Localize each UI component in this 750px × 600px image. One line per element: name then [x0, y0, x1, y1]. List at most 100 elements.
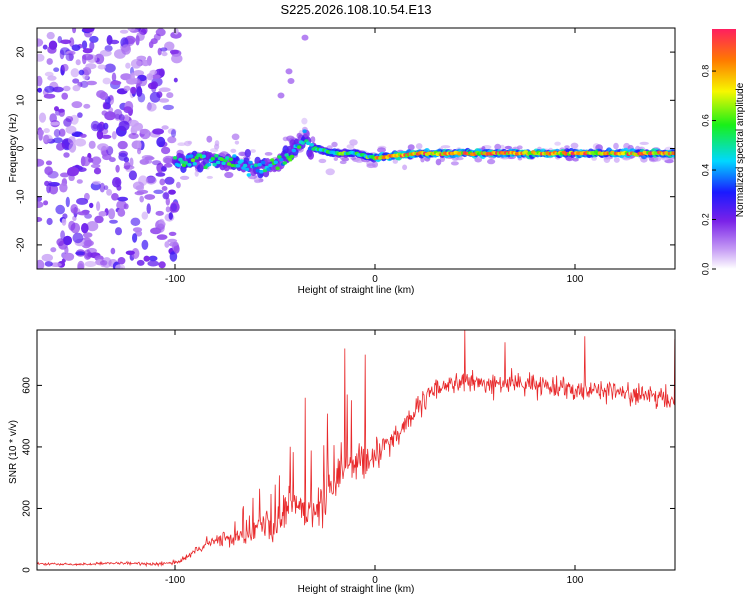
- colorbar-ticks: 0.0 0.2 0.4 0.6 0.8: [700, 65, 716, 275]
- ridge-mark: [291, 148, 296, 153]
- spectral-speckle: [86, 80, 97, 86]
- ridge-mark: [190, 158, 196, 162]
- spectral-speckle: [117, 208, 126, 217]
- spectral-speckle: [115, 227, 122, 236]
- spectral-speckle: [159, 178, 166, 186]
- spectral-speckle: [61, 63, 69, 72]
- ridge-mark: [261, 160, 266, 165]
- ridge-mark: [309, 143, 314, 147]
- spectral-speckle: [76, 179, 83, 184]
- y-tick-label: -20: [16, 237, 27, 252]
- spectral-speckle: [77, 260, 85, 269]
- spectral-speckle: [82, 28, 95, 33]
- ridge-mark: [266, 167, 271, 172]
- spectral-speckle: [125, 62, 131, 69]
- ridge-mark: [244, 149, 251, 158]
- ridge-mark: [212, 162, 217, 167]
- spectral-speckle: [264, 152, 273, 156]
- spectral-speckle: [301, 117, 308, 125]
- spectral-speckle: [141, 211, 149, 220]
- spectral-speckle: [65, 125, 77, 134]
- spectral-speckle: [68, 142, 77, 153]
- ridge-mark: [270, 158, 275, 162]
- spectral-speckle: [48, 40, 58, 50]
- spectral-speckle: [41, 253, 53, 262]
- snr-frame: [36, 329, 676, 571]
- spectral-speckle: [164, 176, 175, 185]
- spectral-speckle: [56, 238, 65, 247]
- spectral-speckle: [153, 189, 164, 194]
- spectral-speckle: [44, 261, 53, 267]
- spectral-speckle: [75, 59, 81, 66]
- spectral-speckle: [115, 264, 126, 269]
- spectral-speckle: [37, 158, 45, 167]
- spectral-speckle: [113, 109, 123, 120]
- spectral-speckle: [167, 238, 178, 243]
- spectral-speckle: [136, 31, 145, 41]
- spectral-speckle: [173, 28, 179, 35]
- spectral-speckle: [150, 38, 158, 45]
- ridge-mark: [246, 173, 251, 177]
- spectral-speckle: [333, 157, 338, 161]
- spectral-speckle: [63, 152, 70, 158]
- spectral-speckle: [155, 210, 164, 216]
- spectral-speckle: [116, 200, 127, 211]
- spectral-speckle: [132, 70, 145, 77]
- spectral-speckle: [500, 144, 505, 149]
- spectral-speckle: [158, 87, 171, 92]
- spectral-speckle: [93, 167, 102, 175]
- y-tick-label: 0: [22, 567, 33, 573]
- spectral-speckle: [155, 172, 166, 177]
- spectral-speckle: [158, 98, 170, 103]
- x-tick-label: 0: [372, 575, 378, 586]
- spectral-speckle: [170, 203, 177, 212]
- ridge-mark: [306, 141, 311, 145]
- spectral-speckle: [37, 53, 45, 62]
- ridge-mark: [228, 157, 233, 162]
- spectral-speckle: [168, 242, 178, 247]
- spectral-speckle: [572, 157, 579, 162]
- spectral-speckle: [407, 144, 415, 151]
- spectral-speckle: [98, 211, 107, 217]
- spectral-speckle: [43, 128, 50, 134]
- spectral-speckle: [149, 91, 161, 103]
- spectral-speckle: [53, 129, 61, 138]
- spectral-speckle: [91, 156, 102, 165]
- spectral-speckle: [71, 44, 81, 51]
- spectral-speckle: [144, 194, 156, 200]
- ridge-mark: [671, 151, 675, 155]
- spectral-speckle: [82, 48, 93, 54]
- spectral-speckle: [44, 85, 55, 93]
- spectral-speckle: [564, 145, 570, 149]
- spectral-speckle: [169, 251, 178, 262]
- spectral-speckle: [48, 182, 60, 187]
- spectral-speckle: [224, 171, 234, 179]
- spectral-speckle: [162, 155, 175, 164]
- ridge-mark: [307, 151, 314, 160]
- spectral-speckle: [161, 186, 168, 191]
- spectral-speckle: [115, 164, 120, 173]
- spectral-speckle: [570, 142, 579, 149]
- spectral-speckle: [487, 158, 496, 165]
- spectral-speckle: [554, 141, 561, 146]
- spectral-speckle: [37, 259, 45, 269]
- spectral-speckle: [234, 140, 240, 145]
- spectral-speckle: [43, 93, 56, 99]
- spectral-speckle: [310, 136, 316, 143]
- x-tick-label: -100: [165, 274, 185, 285]
- spectral-speckle: [90, 163, 101, 169]
- spectral-speckle: [96, 129, 104, 140]
- spectral-speckle: [123, 114, 130, 123]
- spectral-speckle: [46, 31, 55, 40]
- spectral-speckle: [167, 136, 177, 144]
- spectral-speckle: [62, 235, 73, 246]
- spectral-speckle: [156, 223, 165, 233]
- spectral-speckle: [37, 196, 43, 202]
- spectral-speckle: [77, 211, 89, 216]
- spectral-speckle: [50, 121, 60, 126]
- spectral-speckle: [162, 192, 170, 200]
- spectral-speckle: [160, 47, 168, 52]
- spectral-speckle: [76, 197, 89, 205]
